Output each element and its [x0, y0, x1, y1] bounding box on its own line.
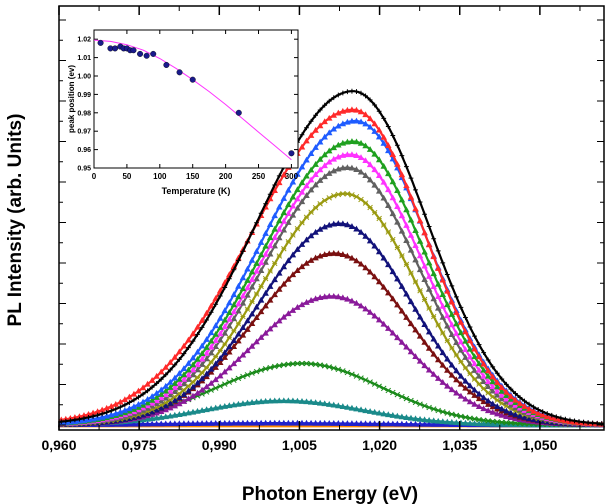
inset-x-tick-label: 300 — [285, 172, 299, 181]
x-tick-label: 1,050 — [522, 437, 557, 453]
inset-chart: 0 50 100 150 200 250 300 0.95 0.96 0.97 0.98 0.99 1.… — [67, 29, 299, 196]
inset-y-tick-label: 0.98 — [77, 110, 91, 117]
spectrum-series-1 — [58, 88, 605, 427]
inset-axes: 0 50 100 150 200 250 300 0.95 0.96 0.97 0.98 0.99 1.… — [77, 30, 299, 181]
spectrum-series-4 — [58, 138, 605, 427]
inset-x-tick-label: 200 — [219, 172, 233, 181]
inset-x-tick-label: 150 — [186, 172, 200, 181]
inset-y-tick-label: 0.95 — [77, 166, 91, 173]
inset-y-tick-label: 1.00 — [77, 74, 91, 81]
inset-x-tick-label: 50 — [122, 172, 131, 181]
x-tick-label: 1,020 — [362, 437, 397, 453]
x-tick-label: 0,975 — [122, 437, 157, 453]
inset-x-axis-title: Temperature (K) — [162, 186, 231, 196]
inset-data-point — [189, 76, 196, 83]
inset-y-tick-label: 1.02 — [77, 37, 91, 44]
inset-data-point — [130, 47, 137, 54]
inset-data-point — [163, 61, 170, 68]
y-axis-title: PL Intensity (arb. Units) — [5, 114, 26, 327]
inset-data-point — [235, 109, 242, 116]
inset-y-axis-title: peak position (ev) — [67, 65, 76, 133]
inset-data-point — [288, 150, 295, 157]
inset-frame — [93, 29, 299, 169]
inset-points-group — [97, 39, 295, 157]
spectrum-markers-1 — [58, 88, 605, 427]
inset-y-tick-label: 0.97 — [77, 129, 91, 136]
spectrum-line-5 — [59, 153, 604, 426]
inset-y-tick-label: 0.99 — [77, 92, 91, 99]
inset-data-point — [137, 50, 144, 57]
inset-y-tick-label: 1.01 — [77, 55, 91, 62]
inset-data-point — [176, 69, 183, 76]
inset-data-point — [150, 50, 157, 57]
inset-data-point — [112, 45, 119, 52]
spectrum-markers-4 — [58, 138, 605, 427]
inset-x-tick-label: 0 — [92, 172, 97, 181]
x-tick-label: 0,990 — [202, 437, 237, 453]
inset-x-tick-label: 100 — [153, 172, 167, 181]
spectrum-line-1 — [58, 90, 605, 425]
main-plot-curves — [58, 88, 605, 428]
x-tick-label: 1,035 — [442, 437, 477, 453]
x-tick-label: 0,960 — [41, 437, 76, 453]
inset-y-tick-label: 0.96 — [77, 147, 91, 154]
spectrum-series-8 — [58, 220, 605, 428]
inset-data-point — [143, 52, 150, 59]
inset-data-point — [97, 39, 104, 46]
main-plot-frame — [58, 5, 605, 431]
spectrum-line-4 — [58, 140, 604, 426]
x-tick-label: 1,005 — [282, 437, 317, 453]
x-axis-title: Photon Energy (eV) — [242, 484, 418, 504]
main-plot-axes: 0,960 0,975 0,990 1,005 1,020 1,035 1,050 — [41, 6, 604, 453]
inset-x-tick-label: 250 — [252, 172, 266, 181]
